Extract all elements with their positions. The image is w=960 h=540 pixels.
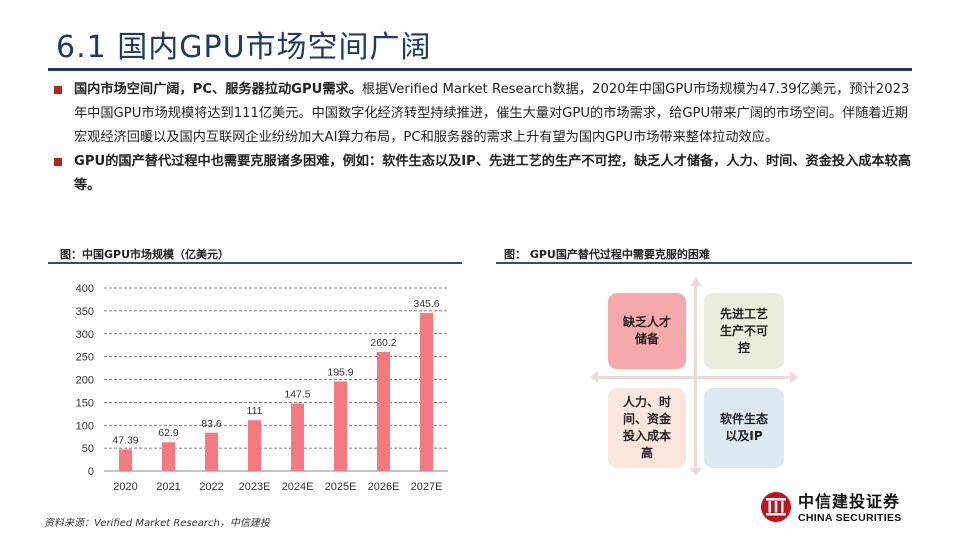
y-tick-label: 100 <box>76 420 94 432</box>
y-tick-label: 250 <box>76 352 94 364</box>
right-figure-divider <box>496 262 912 264</box>
bar <box>248 420 261 471</box>
bar <box>420 312 433 471</box>
bullet-heading: 国内市场空间广阔，PC、服务器拉动GPU需求。 <box>74 82 362 97</box>
gpu-market-bar-chart: 0 50 100 150 200 250 300 350 400 47.39 2020 62.9 202… <box>76 283 448 493</box>
x-tick-label: 2024E <box>282 481 314 493</box>
page-title: 6.1 国内GPU市场空间广阔 <box>56 30 432 65</box>
arrow-down-icon <box>690 468 702 476</box>
bar-value-label: 195.9 <box>327 366 353 378</box>
arrow-up-icon <box>690 278 702 286</box>
bar-value-label: 62.9 <box>158 427 179 439</box>
y-tick-label: 50 <box>82 443 94 455</box>
left-figure-label: 图：中国GPU市场规模（亿美元） <box>60 248 230 261</box>
bar <box>291 403 304 471</box>
source-note: 资料来源：Verified Market Research，中信建投 <box>44 518 270 529</box>
bar <box>377 351 390 471</box>
quadrant-label: 人力、时间、资金投入成本高 <box>622 395 671 460</box>
y-tick-label: 400 <box>76 283 94 295</box>
quadrant-process-control: 先进工艺生产不可控 <box>704 293 784 369</box>
left-figure-divider <box>48 262 462 264</box>
x-tick-label: 2027E <box>411 481 443 493</box>
bullet-item-market: 国内市场空间广阔，PC、服务器拉动GPU需求。根据Verified Market… <box>52 78 912 150</box>
bar <box>205 432 218 471</box>
y-tick-label: 300 <box>76 329 94 341</box>
bar <box>162 442 175 471</box>
bullet-list: 国内市场空间广阔，PC、服务器拉动GPU需求。根据Verified Market… <box>52 78 912 198</box>
bullet-square-icon <box>54 158 62 166</box>
x-tick-label: 2026E <box>368 481 400 493</box>
bar <box>334 381 347 471</box>
y-tick-label: 150 <box>76 397 94 409</box>
quadrant-vertical-axis <box>694 284 697 470</box>
bullet-heading: GPU的国产替代过程中也需要克服诸多困难，例如：软件生态以及IP、先进工艺的生产… <box>74 154 912 193</box>
quadrant-software-ecosystem: 软件生态以及IP <box>704 388 784 468</box>
x-tick-label: 2022 <box>199 481 223 493</box>
bar-value-label: 111 <box>247 405 263 417</box>
bar-value-label: 260.2 <box>370 337 396 349</box>
title-divider <box>48 68 912 71</box>
bullet-item-difficulties: GPU的国产替代过程中也需要克服诸多困难，例如：软件生态以及IP、先进工艺的生产… <box>52 150 912 198</box>
x-tick-label: 2023E <box>239 481 271 493</box>
bar-value-label: 47.39 <box>112 434 138 446</box>
x-tick-label: 2021 <box>156 481 180 493</box>
logo-emblem-icon <box>761 492 791 522</box>
bar-value-label: 345.6 <box>413 298 439 310</box>
x-tick-label: 2025E <box>325 481 357 493</box>
right-figure-label: 图： GPU国产替代过程中需要克服的困难 <box>504 248 710 261</box>
quadrant-label: 缺乏人才储备 <box>622 315 671 346</box>
arrow-left-icon <box>590 371 598 383</box>
logo-english-name: CHINA SECURITIES <box>798 512 902 524</box>
y-tick-label: 0 <box>88 466 94 478</box>
bar-value-label: 83.6 <box>201 418 222 430</box>
bullet-text: 根据Verified Market Research数据，2020年中国GPU市… <box>74 82 910 145</box>
quadrant-talent-shortage: 缺乏人才储备 <box>608 293 686 369</box>
company-logo: 中信建投证券 CHINA SECURITIES <box>760 488 920 528</box>
bullet-square-icon <box>54 86 62 94</box>
arrow-right-icon <box>790 371 798 383</box>
quadrant-label: 软件生态以及IP <box>719 412 768 443</box>
quadrant-label: 先进工艺生产不可控 <box>719 306 768 355</box>
x-tick-label: 2020 <box>113 481 137 493</box>
bar <box>119 449 132 471</box>
y-tick-label: 200 <box>76 375 94 387</box>
logo-chinese-name: 中信建投证券 <box>798 492 901 511</box>
quadrant-cost-inputs: 人力、时间、资金投入成本高 <box>608 388 686 468</box>
bar-value-label: 147.5 <box>284 389 310 401</box>
y-tick-label: 350 <box>76 306 94 318</box>
